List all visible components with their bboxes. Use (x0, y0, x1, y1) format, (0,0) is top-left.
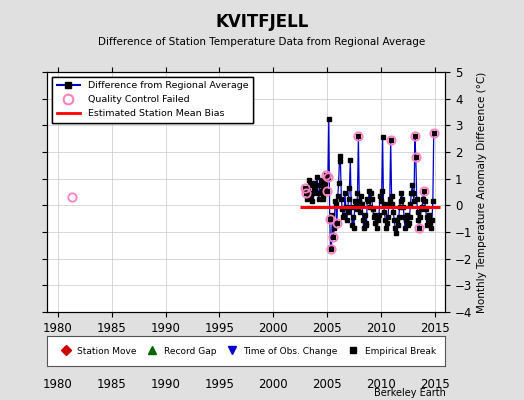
Legend: Difference from Regional Average, Quality Control Failed, Estimated Station Mean: Difference from Regional Average, Qualit… (52, 77, 253, 123)
Text: 1995: 1995 (204, 378, 234, 391)
Text: 2005: 2005 (312, 378, 342, 391)
Y-axis label: Monthly Temperature Anomaly Difference (°C): Monthly Temperature Anomaly Difference (… (477, 71, 487, 313)
Text: 2000: 2000 (258, 378, 288, 391)
Text: 1985: 1985 (97, 378, 127, 391)
Text: 1980: 1980 (43, 378, 73, 391)
Legend: Station Move, Record Gap, Time of Obs. Change, Empirical Break: Station Move, Record Gap, Time of Obs. C… (57, 346, 436, 356)
Text: 2010: 2010 (366, 378, 396, 391)
Text: 2015: 2015 (420, 378, 450, 391)
Text: KVITFJELL: KVITFJELL (215, 13, 309, 31)
Text: 1990: 1990 (150, 378, 180, 391)
Text: Berkeley Earth: Berkeley Earth (374, 388, 445, 398)
Text: Difference of Station Temperature Data from Regional Average: Difference of Station Temperature Data f… (99, 37, 425, 47)
